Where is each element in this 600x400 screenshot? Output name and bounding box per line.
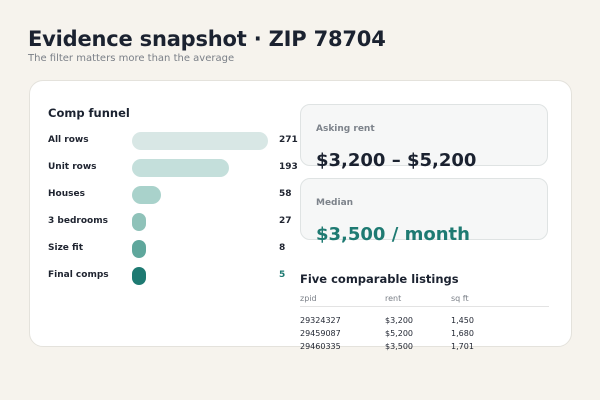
listings-title: Five comparable listings <box>300 272 459 286</box>
listing-zpid: 29324327 <box>300 316 341 325</box>
funnel-row: Houses 58 <box>48 186 298 204</box>
column-header-rent: rent <box>385 294 402 303</box>
funnel-row: 3 bedrooms 27 <box>48 213 298 231</box>
listings-header: zpid rent sq ft <box>300 294 549 307</box>
funnel-row: All rows 271 <box>48 132 298 150</box>
funnel-row: Unit rows 193 <box>48 159 298 177</box>
listing-rent: $5,200 <box>385 329 413 338</box>
median-value: $3,500 / month <box>316 224 470 245</box>
listing-rent: $3,200 <box>385 316 413 325</box>
table-row: 29324327 $3,200 1,450 <box>300 316 549 328</box>
funnel-label: All rows <box>48 135 89 145</box>
funnel-count: 8 <box>279 243 286 253</box>
funnel-bar <box>132 186 162 204</box>
median-box: Median $3,500 / month <box>300 178 548 245</box>
funnel-bar <box>132 213 146 231</box>
funnel-row: Final comps 5 <box>48 267 298 285</box>
asking-rent-label: Asking rent <box>316 124 375 134</box>
funnel-count: 271 <box>279 135 298 145</box>
funnel-bar <box>132 159 229 177</box>
funnel-count: 193 <box>279 162 298 172</box>
listing-sqft: 1,701 <box>451 342 474 351</box>
funnel-label: Houses <box>48 189 85 199</box>
listing-zpid: 29459087 <box>300 329 341 338</box>
column-header-sqft: sq ft <box>451 294 469 303</box>
asking-rent-box: Asking rent $3,200 – $5,200 <box>300 104 548 171</box>
listing-sqft: 1,680 <box>451 329 474 338</box>
funnel-count: 27 <box>279 216 292 226</box>
funnel-count: 5 <box>279 270 286 280</box>
page-title: Evidence snapshot · ZIP 78704 <box>28 27 386 51</box>
funnel-label: Final comps <box>48 270 109 280</box>
listing-zpid: 29460335 <box>300 342 341 351</box>
funnel-label: 3 bedrooms <box>48 216 108 226</box>
funnel-bar <box>132 240 146 258</box>
column-header-zpid: zpid <box>300 294 317 303</box>
page-subtitle: The filter matters more than the average <box>28 53 235 64</box>
listing-sqft: 1,450 <box>451 316 474 325</box>
funnel-label: Size fit <box>48 243 84 253</box>
median-label: Median <box>316 198 354 208</box>
funnel-count: 58 <box>279 189 292 199</box>
table-row: 29459087 $5,200 1,680 <box>300 329 549 341</box>
listing-rent: $3,500 <box>385 342 413 351</box>
table-row: 29460335 $3,500 1,701 <box>300 342 549 354</box>
funnel-label: Unit rows <box>48 162 97 172</box>
funnel-row: Size fit 8 <box>48 240 298 258</box>
asking-rent-value: $3,200 – $5,200 <box>316 150 477 171</box>
funnel-bar <box>132 132 268 150</box>
funnel-bar <box>132 267 146 285</box>
funnel-title: Comp funnel <box>48 106 130 120</box>
